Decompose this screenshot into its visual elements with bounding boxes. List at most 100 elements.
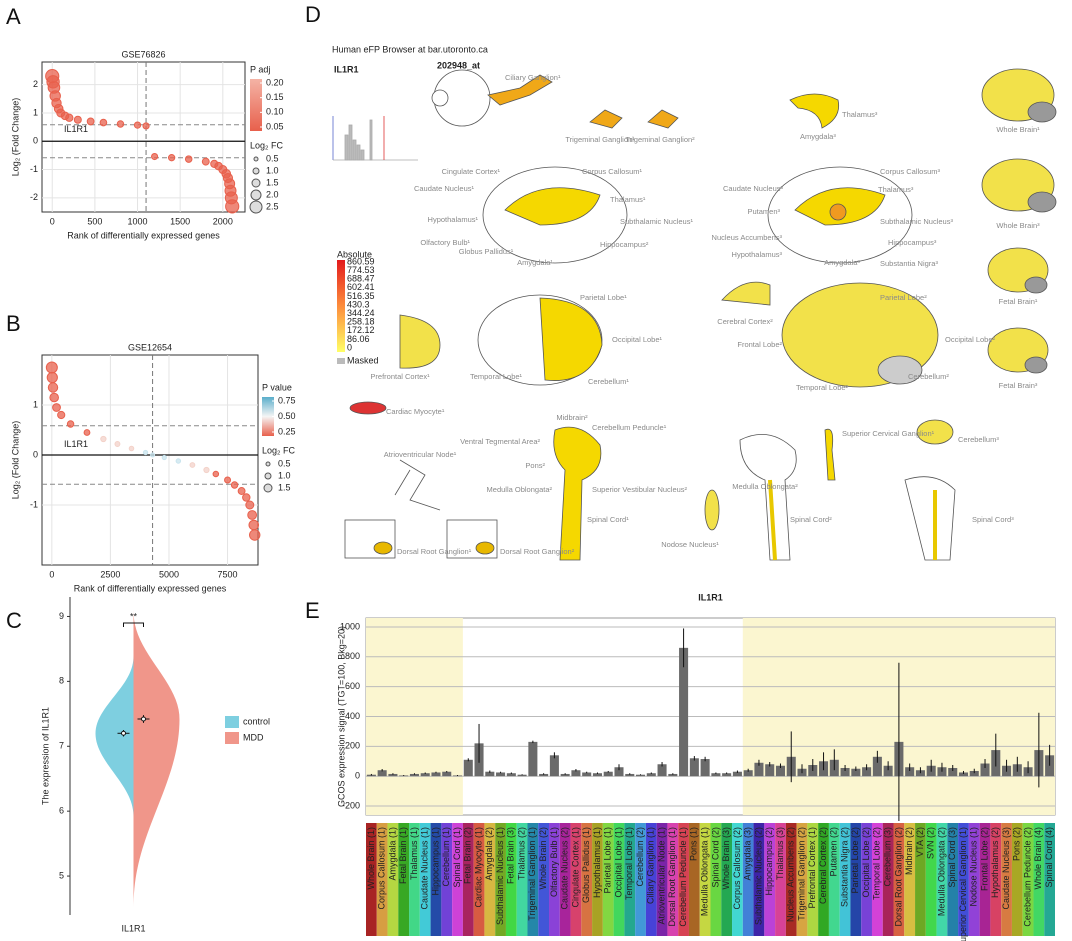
x-tick-label: Temporal Lobe (1)	[624, 827, 634, 900]
scale-label: 0	[347, 342, 352, 352]
bar	[463, 759, 473, 777]
region-label: Hypothalamus¹	[428, 215, 479, 224]
region-label: Cardiac Myocyte¹	[386, 407, 445, 416]
bar	[506, 773, 516, 777]
category-strip	[958, 823, 969, 936]
point	[184, 155, 193, 163]
point	[237, 487, 246, 495]
legend-size-mark	[250, 189, 262, 201]
x-tick-label: 2000	[213, 216, 233, 226]
x-tick-label: Nucleus Accumbens (2)	[786, 827, 796, 922]
bar	[592, 773, 602, 777]
x-tick-label: Temporal Lobe (2)	[872, 827, 882, 900]
bar	[431, 772, 441, 777]
x-axis-title: Rank of differentially expressed genes	[67, 230, 220, 240]
x-tick-label: Medulla Oblongata (2)	[936, 827, 946, 916]
y-tick-label: 1	[33, 399, 38, 409]
y-tick-label: 6	[59, 806, 64, 816]
scale-label: 688.47	[347, 274, 375, 284]
bar	[539, 773, 549, 777]
bar	[872, 756, 882, 777]
category-strip	[516, 823, 528, 936]
x-tick-label: Thalamus (2)	[516, 827, 526, 880]
x-tick-label: Pons (2)	[1012, 827, 1022, 861]
y-tick-label: 400	[345, 711, 360, 721]
x-tick-label: Parietal Lobe (2)	[850, 827, 860, 894]
point	[65, 113, 74, 122]
category-strip	[764, 823, 776, 936]
region-label: Trigeminal Ganglion²	[625, 135, 695, 144]
category-strip	[398, 823, 410, 936]
region-label: Amygdala³	[800, 132, 836, 141]
point	[57, 410, 66, 420]
region-label: Parietal Lobe²	[880, 293, 927, 302]
x-tick-label: Frontal Lobe (2)	[979, 827, 989, 891]
category-strip	[925, 823, 937, 936]
y-tick-label: 0	[355, 771, 360, 781]
y-axis-title: The expression of IL1R1	[40, 707, 50, 805]
mean-point	[141, 716, 146, 722]
x-tick-label: Corpus Callosum (2)	[732, 827, 742, 910]
point	[47, 382, 59, 393]
bar	[958, 772, 969, 777]
category-strip	[1022, 823, 1034, 936]
category-strip	[462, 823, 474, 936]
x-tick-label: Midbrain (2)	[904, 827, 914, 875]
y-tick-label: 9	[59, 611, 64, 621]
point	[203, 466, 210, 474]
legend-label: 0.25	[278, 426, 296, 436]
chart-title: IL1R1	[698, 592, 723, 602]
legend-size-mark	[265, 461, 271, 467]
category-strip	[753, 823, 765, 936]
y-tick-label: 7	[59, 741, 64, 751]
x-tick-label: Subthalamic Nucleus (2)	[753, 827, 763, 925]
point	[248, 519, 260, 531]
category-strip	[430, 823, 442, 936]
x-tick-label: Corpus Callosum (1)	[377, 827, 387, 910]
region-label: Subthalamic Nucleus³	[880, 217, 953, 226]
y-tick-label: -2	[30, 192, 38, 202]
category-strip	[592, 823, 603, 936]
category-strip	[990, 823, 1002, 936]
region-label: Ciliary Ganglion¹	[505, 73, 561, 82]
x-tick-label: Spinal Cord (1)	[452, 827, 462, 888]
region-label: Spinal Cord³	[972, 515, 1014, 524]
annotation: IL1R1	[64, 439, 88, 449]
bar	[549, 755, 559, 777]
category-strip	[861, 823, 872, 936]
point	[230, 481, 239, 489]
category-strip	[775, 823, 786, 936]
point	[151, 152, 159, 161]
x-tick-label: Whole Brain (1)	[366, 827, 376, 890]
x-tick-label: 0	[50, 216, 55, 226]
x-tick-label: Atrioventricular Node (1)	[656, 827, 666, 925]
bar	[571, 770, 581, 777]
category-strip	[624, 823, 636, 936]
region-label: Temporal Lobe²	[796, 383, 849, 392]
region-label: Fetal Brain¹	[999, 297, 1038, 306]
region-label: Frontal Lobe²	[737, 340, 782, 349]
bar	[700, 759, 710, 777]
point	[128, 445, 135, 452]
scale-label: 602.41	[347, 282, 375, 292]
bar	[689, 758, 699, 777]
x-tick-label: Fetal Brain (1)	[398, 827, 408, 884]
x-tick-label: Caudate Nucleus (3)	[1001, 827, 1011, 910]
region-label: Thalamus³	[842, 110, 878, 119]
point	[73, 115, 82, 124]
category-strip	[915, 823, 926, 936]
region-label: Medulla Oblongata²	[732, 482, 798, 491]
category-strip	[1033, 823, 1045, 936]
x-tick-label: Hypothalamus (1)	[592, 827, 602, 898]
legend-swatch	[225, 716, 239, 728]
region-label: Whole Brain¹	[996, 125, 1040, 134]
bar	[980, 763, 990, 777]
x-tick-label: Occipital Lobe (1)	[613, 827, 623, 898]
y-tick-label: 600	[345, 681, 360, 691]
category-strip	[549, 823, 560, 936]
bar	[668, 773, 678, 777]
diagram-title: Human eFP Browser at bar.utoronto.ca	[332, 44, 488, 54]
category-strip	[710, 823, 722, 936]
x-tick-label: Substantia Nigra (2)	[839, 827, 849, 907]
legend-label: MDD	[243, 732, 264, 742]
